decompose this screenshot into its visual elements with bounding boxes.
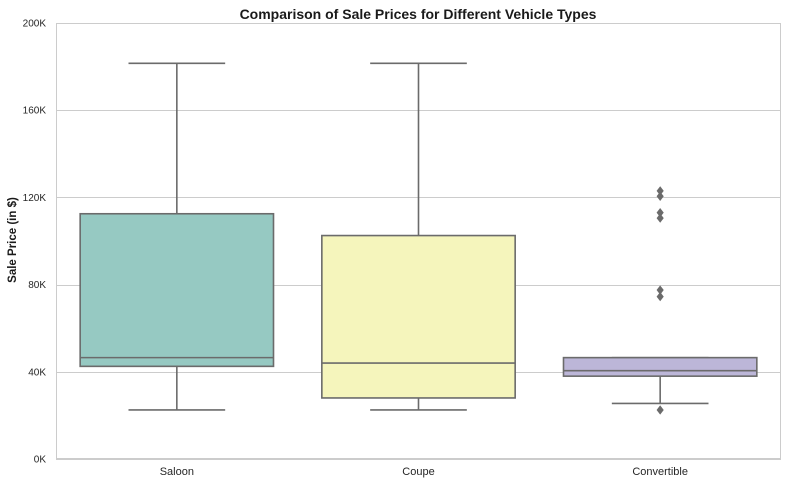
x-tick-labels: Saloon Coupe Convertible: [160, 466, 688, 478]
box-coupe: [321, 62, 516, 411]
box-convertible: [562, 186, 758, 415]
y-tick-label: 120K: [23, 193, 47, 204]
iqr-box: [321, 234, 516, 399]
y-axis-label: Sale Price (in $): [7, 197, 19, 283]
iqr-box: [562, 356, 758, 377]
y-tick-label: 40K: [28, 367, 46, 378]
outlier-point: [656, 405, 664, 415]
x-tick-label: Coupe: [402, 466, 434, 478]
box-series: [79, 62, 758, 415]
outlier-point: [656, 191, 664, 201]
x-tick-label: Convertible: [632, 466, 688, 478]
y-tick-label: 160K: [23, 106, 47, 117]
chart-title: Comparison of Sale Prices for Different …: [240, 6, 597, 22]
plot-frame: [56, 23, 781, 459]
y-tick-labels: 0K 40K 80K 120K 160K 200K: [23, 19, 47, 466]
y-tick-label: 200K: [23, 19, 47, 30]
y-tick-label: 0K: [34, 455, 47, 466]
x-tick-label: Saloon: [160, 466, 194, 478]
outlier-point: [656, 291, 664, 302]
y-tick-label: 80K: [28, 280, 46, 291]
outlier-point: [656, 208, 664, 218]
iqr-box: [79, 212, 275, 368]
box-saloon: [79, 62, 275, 411]
outlier-point: [656, 285, 664, 295]
outlier-point: [656, 213, 664, 223]
outlier-point: [656, 186, 664, 196]
